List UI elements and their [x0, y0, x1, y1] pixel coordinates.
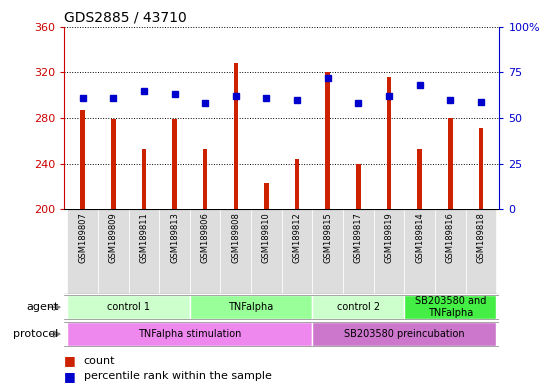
- Bar: [67, 322, 312, 346]
- Bar: [264, 183, 269, 209]
- Text: ■: ■: [64, 354, 80, 367]
- Bar: [190, 295, 312, 319]
- Bar: [466, 209, 497, 294]
- Text: SB203580 preincubation: SB203580 preincubation: [344, 329, 465, 339]
- Bar: [98, 209, 128, 294]
- Text: GDS2885 / 43710: GDS2885 / 43710: [64, 10, 187, 24]
- Bar: [312, 209, 343, 294]
- Bar: [233, 63, 238, 209]
- Bar: [325, 73, 330, 209]
- Bar: [479, 128, 483, 209]
- Text: GSM189810: GSM189810: [262, 212, 271, 263]
- Text: percentile rank within the sample: percentile rank within the sample: [84, 371, 272, 381]
- Text: count: count: [84, 356, 115, 366]
- Bar: [343, 209, 374, 294]
- Bar: [312, 295, 405, 319]
- Bar: [282, 209, 312, 294]
- Text: GSM189819: GSM189819: [384, 212, 393, 263]
- Bar: [111, 119, 116, 209]
- Text: protocol: protocol: [13, 329, 59, 339]
- Bar: [251, 209, 282, 294]
- Bar: [172, 119, 177, 209]
- Text: ■: ■: [64, 370, 80, 383]
- Text: GSM189815: GSM189815: [323, 212, 332, 263]
- Bar: [220, 209, 251, 294]
- Bar: [405, 209, 435, 294]
- Bar: [374, 209, 405, 294]
- Text: control 1: control 1: [107, 302, 150, 312]
- Text: TNFalpha stimulation: TNFalpha stimulation: [138, 329, 242, 339]
- Text: GSM189813: GSM189813: [170, 212, 179, 263]
- Bar: [190, 209, 220, 294]
- Bar: [67, 295, 190, 319]
- Bar: [142, 149, 146, 209]
- Text: SB203580 and
TNFalpha: SB203580 and TNFalpha: [415, 296, 486, 318]
- Bar: [405, 295, 497, 319]
- Bar: [448, 118, 453, 209]
- Bar: [80, 110, 85, 209]
- Bar: [387, 77, 391, 209]
- Text: GSM189806: GSM189806: [201, 212, 210, 263]
- Text: GSM189812: GSM189812: [292, 212, 302, 263]
- Text: GSM189814: GSM189814: [415, 212, 424, 263]
- Text: GSM189816: GSM189816: [446, 212, 455, 263]
- Bar: [312, 322, 497, 346]
- Bar: [356, 164, 360, 209]
- Text: GSM189808: GSM189808: [232, 212, 240, 263]
- Text: GSM189817: GSM189817: [354, 212, 363, 263]
- Bar: [67, 209, 98, 294]
- Text: GSM189811: GSM189811: [140, 212, 148, 263]
- Bar: [435, 209, 466, 294]
- Bar: [128, 209, 159, 294]
- Text: control 2: control 2: [337, 302, 380, 312]
- Text: GSM189807: GSM189807: [78, 212, 87, 263]
- Text: agent: agent: [26, 302, 59, 312]
- Text: GSM189818: GSM189818: [477, 212, 485, 263]
- Bar: [417, 149, 422, 209]
- Bar: [159, 209, 190, 294]
- Text: GSM189809: GSM189809: [109, 212, 118, 263]
- Text: TNFalpha: TNFalpha: [229, 302, 274, 312]
- Bar: [203, 149, 208, 209]
- Bar: [295, 159, 300, 209]
